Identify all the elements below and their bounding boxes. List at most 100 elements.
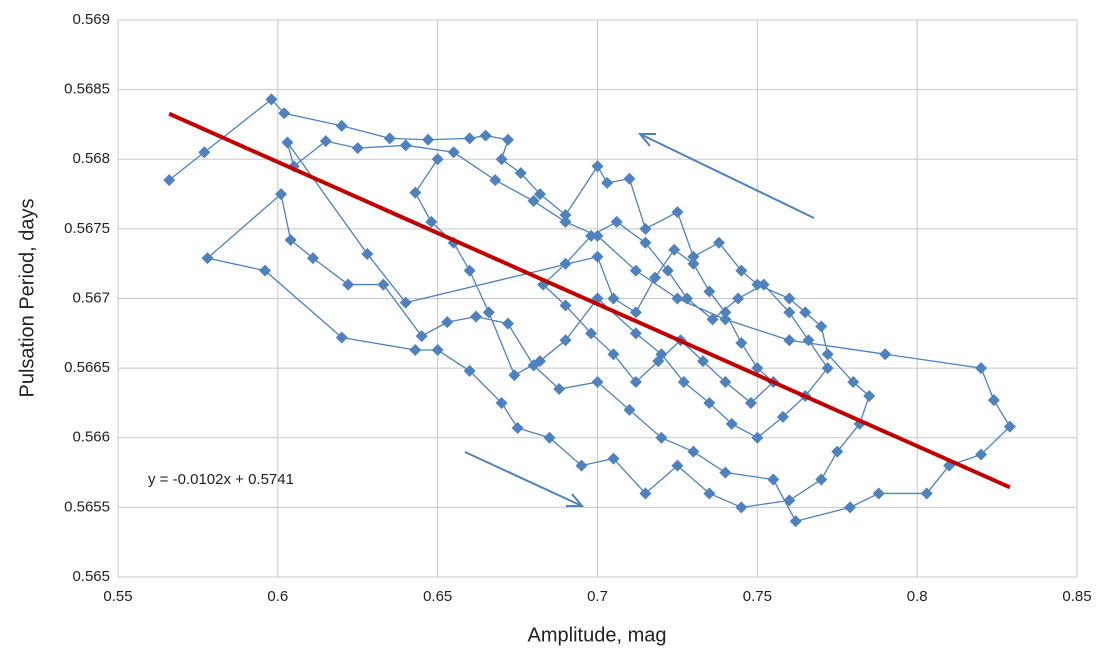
data-point — [259, 264, 272, 277]
arrow — [464, 451, 583, 507]
data-point — [533, 355, 546, 368]
data-point — [399, 139, 412, 152]
data-point — [342, 278, 355, 291]
data-point — [543, 431, 556, 444]
data-point — [335, 119, 348, 132]
data-point — [508, 369, 521, 382]
data-point — [198, 146, 211, 159]
data-point — [783, 306, 796, 319]
x-tick-label: 0.85 — [1062, 588, 1091, 605]
data-point — [767, 473, 780, 486]
x-tick-label: 0.55 — [103, 588, 132, 605]
y-tick-label: 0.5675 — [64, 220, 110, 237]
data-point — [783, 334, 796, 347]
data-point — [661, 264, 674, 277]
data-point — [703, 396, 716, 409]
data-point — [559, 257, 572, 270]
y-tick-label: 0.5685 — [64, 81, 110, 98]
data-point — [409, 344, 422, 357]
data-point — [533, 188, 546, 201]
trendline — [168, 111, 1011, 490]
data-point — [802, 334, 815, 347]
data-point — [719, 306, 732, 319]
data-point — [703, 487, 716, 500]
data-point — [553, 383, 566, 396]
data-point — [463, 264, 476, 277]
data-point — [735, 264, 748, 277]
data-point — [335, 331, 348, 344]
data-point — [585, 229, 598, 242]
data-point — [623, 172, 636, 185]
data-point — [559, 208, 572, 221]
arrow — [639, 133, 815, 219]
data-point — [920, 487, 933, 500]
data-point — [668, 243, 681, 256]
data-point — [735, 337, 748, 350]
data-point — [751, 278, 764, 291]
data-point — [639, 236, 652, 249]
data-point — [278, 107, 291, 120]
y-axis-title: Pulsation Period, days — [16, 198, 38, 397]
trendline-label: y = -0.0102x + 0.5741 — [148, 471, 294, 488]
data-point — [607, 452, 620, 465]
data-point — [987, 394, 1000, 407]
data-point — [422, 133, 435, 146]
data-point — [163, 174, 176, 187]
data-point — [732, 292, 745, 305]
data-point — [687, 445, 700, 458]
y-tick-label: 0.567 — [72, 289, 110, 306]
data-point — [501, 317, 514, 330]
data-point — [527, 195, 540, 208]
data-point — [377, 278, 390, 291]
data-point — [751, 431, 764, 444]
data-point — [351, 142, 364, 155]
data-point — [863, 389, 876, 402]
data-point — [399, 296, 412, 309]
data-point — [1003, 420, 1016, 433]
data-point — [431, 153, 444, 166]
data-point — [514, 167, 527, 180]
data-point — [776, 410, 789, 423]
data-point — [489, 174, 502, 187]
data-point — [275, 188, 288, 201]
data-point — [425, 215, 438, 228]
series-line — [168, 98, 1011, 523]
y-tick-label: 0.565 — [72, 568, 110, 585]
data-point — [879, 348, 892, 361]
data-point — [591, 250, 604, 263]
data-point — [575, 459, 588, 472]
data-point — [559, 215, 572, 228]
data-point — [463, 364, 476, 377]
data-point — [735, 501, 748, 514]
data-point — [639, 487, 652, 500]
arrow-head — [637, 133, 656, 147]
data-point — [706, 313, 719, 326]
data-point — [975, 448, 988, 461]
data-point — [629, 306, 642, 319]
data-point — [821, 348, 834, 361]
data-point — [696, 355, 709, 368]
data-point — [783, 494, 796, 507]
data-point — [815, 473, 828, 486]
data-point — [687, 257, 700, 270]
data-point — [201, 252, 214, 265]
y-tick-label: 0.5665 — [64, 359, 110, 376]
data-point — [447, 146, 460, 159]
data-point — [831, 445, 844, 458]
data-point — [677, 376, 690, 389]
data-point — [671, 459, 684, 472]
data-point — [719, 466, 732, 479]
data-point — [757, 278, 770, 291]
data-point — [463, 132, 476, 145]
data-point — [655, 431, 668, 444]
x-tick-label: 0.6 — [267, 588, 288, 605]
y-tick-label: 0.5655 — [64, 498, 110, 515]
data-point — [601, 176, 614, 189]
data-point — [872, 487, 885, 500]
data-point — [725, 417, 738, 430]
data-point — [639, 222, 652, 235]
data-point — [361, 247, 374, 260]
x-tick-label: 0.8 — [907, 588, 928, 605]
data-point — [975, 362, 988, 375]
